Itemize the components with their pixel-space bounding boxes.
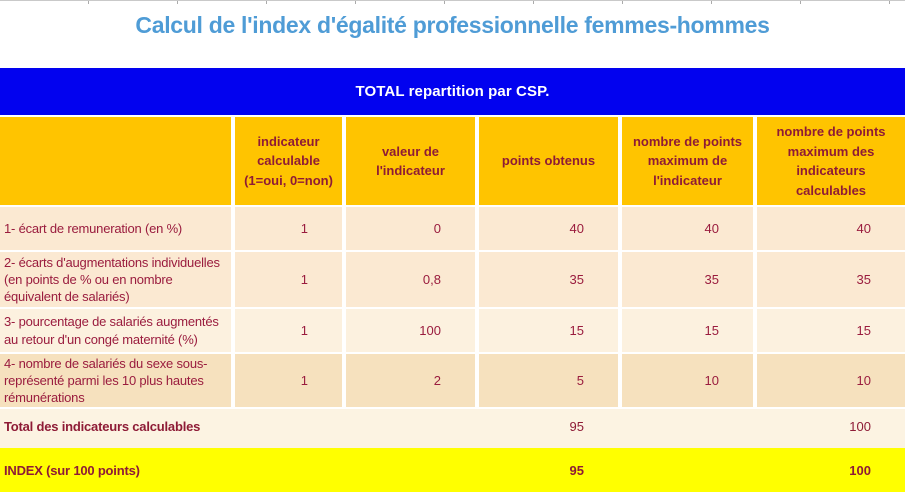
points-obtenus-cell[interactable]: 35 xyxy=(479,252,618,307)
total-points-cell[interactable]: 95 xyxy=(569,418,584,434)
empty-cell xyxy=(346,409,475,443)
column-header-max-indicateur: nombre de points maximum de l'indicateur xyxy=(622,117,753,205)
empty-cell xyxy=(622,409,753,443)
max-calculables-cell[interactable]: 15 xyxy=(757,309,905,352)
table-header-row: indicateur calculable (1=oui, 0=non) val… xyxy=(0,117,905,205)
column-header-points-obtenus: points obtenus xyxy=(479,117,618,205)
calculable-cell[interactable]: 1 xyxy=(235,309,342,352)
empty-cell xyxy=(622,448,753,492)
indicator-row-2: 2- écarts d'augmentations individuelles … xyxy=(0,252,905,307)
total-max-calculables-cell[interactable]: 100 xyxy=(849,418,871,434)
valeur-cell[interactable]: 2 xyxy=(346,354,475,407)
points-obtenus-cell[interactable]: 40 xyxy=(479,207,618,250)
index-max-calculables-cell[interactable]: 100 xyxy=(849,462,871,478)
calculable-cell[interactable]: 1 xyxy=(235,354,342,407)
column-header-empty xyxy=(0,117,231,205)
empty-cell xyxy=(235,448,342,492)
indicator-label-cell: 2- écarts d'augmentations individuelles … xyxy=(0,252,231,307)
indicator-label-cell: 1- écart de remuneration (en %) xyxy=(0,207,231,250)
calculable-cell[interactable]: 1 xyxy=(235,207,342,250)
index-label: INDEX (sur 100 points) xyxy=(4,462,140,478)
max-indicateur-cell[interactable]: 40 xyxy=(622,207,753,250)
max-indicateur-cell[interactable]: 10 xyxy=(622,354,753,407)
empty-cell xyxy=(235,409,342,443)
calculable-cell[interactable]: 1 xyxy=(235,252,342,307)
index-points-cell[interactable]: 95 xyxy=(569,462,584,478)
page-title: Calcul de l'index d'égalité professionne… xyxy=(135,12,770,38)
row-divider xyxy=(0,443,905,448)
indicator-label-cell: 3- pourcentage de salariés augmentés au … xyxy=(0,309,231,352)
max-indicateur-cell[interactable]: 35 xyxy=(622,252,753,307)
points-obtenus-cell[interactable]: 15 xyxy=(479,309,618,352)
column-header-valeur-indicateur: valeur de l'indicateur xyxy=(346,117,475,205)
valeur-cell[interactable]: 0,8 xyxy=(346,252,475,307)
max-calculables-cell[interactable]: 10 xyxy=(757,354,905,407)
max-calculables-cell[interactable]: 35 xyxy=(757,252,905,307)
total-row: Total des indicateurs calculables 95 100 xyxy=(0,409,905,443)
max-calculables-cell[interactable]: 40 xyxy=(757,207,905,250)
valeur-cell[interactable]: 0 xyxy=(346,207,475,250)
table-title-text: TOTAL repartition par CSP. xyxy=(355,83,550,100)
table-title-banner: TOTAL repartition par CSP. xyxy=(0,68,905,115)
points-obtenus-cell[interactable]: 5 xyxy=(479,354,618,407)
column-header-indicateur-calculable: indicateur calculable (1=oui, 0=non) xyxy=(235,117,342,205)
indicator-row-4: 4- nombre de salariés du sexe sous-repré… xyxy=(0,354,905,407)
empty-cell xyxy=(346,448,475,492)
indicator-row-1: 1- écart de remuneration (en %) 1 0 40 4… xyxy=(0,207,905,250)
valeur-cell[interactable]: 100 xyxy=(346,309,475,352)
max-indicateur-cell[interactable]: 15 xyxy=(622,309,753,352)
column-header-max-calculables: nombre de points maximum des indicateurs… xyxy=(757,117,905,205)
indicator-label-cell: 4- nombre de salariés du sexe sous-repré… xyxy=(0,354,231,407)
index-row: INDEX (sur 100 points) 95 100 xyxy=(0,448,905,492)
sheet-top-ruler xyxy=(0,0,905,4)
indicator-row-3: 3- pourcentage de salariés augmentés au … xyxy=(0,309,905,352)
total-label: Total des indicateurs calculables xyxy=(4,418,201,434)
